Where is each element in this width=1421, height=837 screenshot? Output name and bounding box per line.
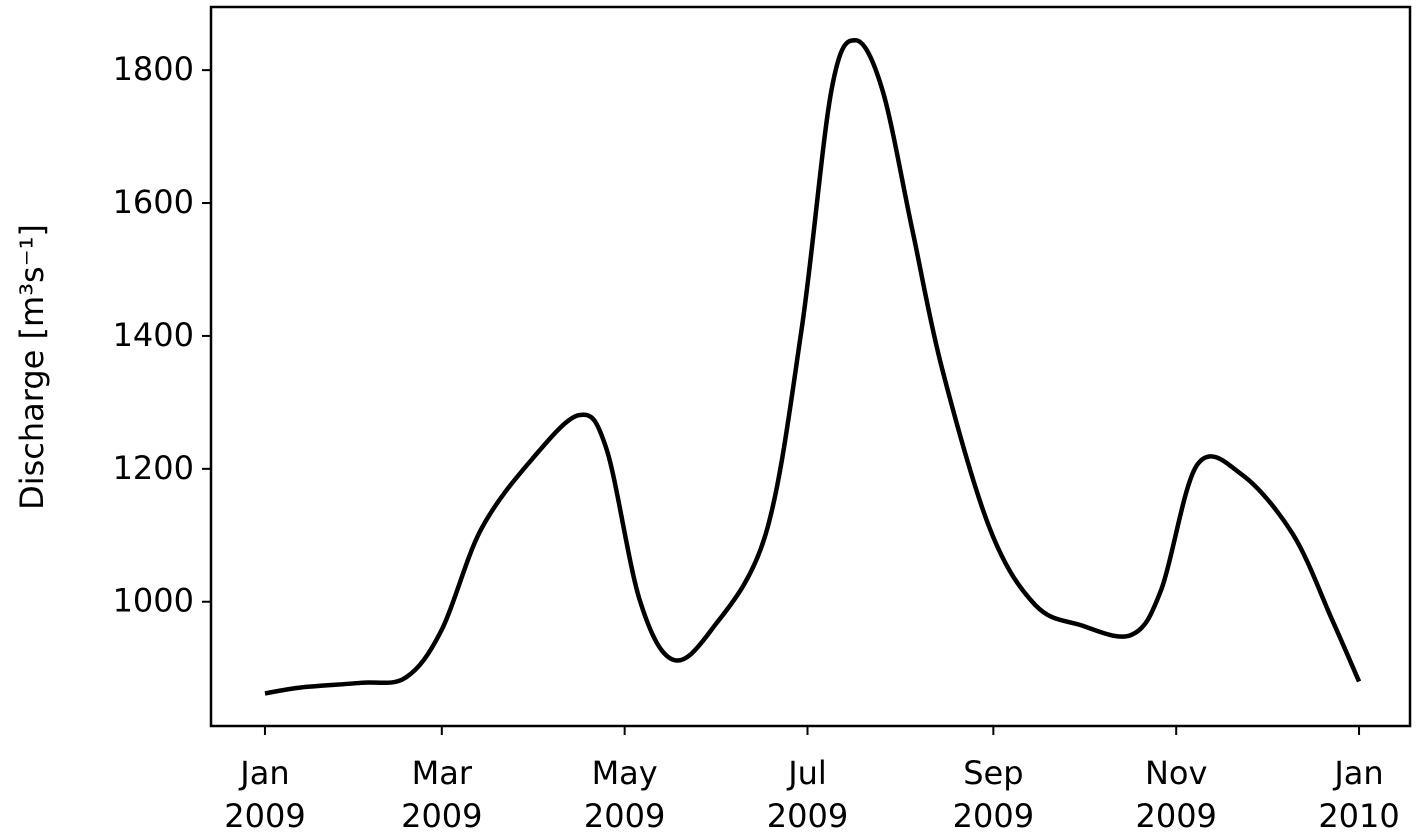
line xyxy=(264,37,1362,696)
y-tick-label: 1200 xyxy=(113,449,194,487)
y-axis-label: Discharge [m³s⁻¹] xyxy=(13,224,51,510)
x-tick-label: Jan 2009 xyxy=(224,754,306,835)
y-tick-label: 1000 xyxy=(113,582,194,620)
x-tick-label: Nov 2009 xyxy=(1135,754,1217,835)
y-tick-label: 1800 xyxy=(113,50,194,88)
x-tick-label: Jan 2010 xyxy=(1318,754,1400,835)
x-tick-label: Mar 2009 xyxy=(401,754,483,835)
plot-frame xyxy=(209,5,1412,728)
x-tick-label: Jul 2009 xyxy=(766,754,849,835)
x-tick-label: Sep 2009 xyxy=(952,754,1035,835)
x-tick-label: May 2009 xyxy=(583,754,666,835)
y-tick-label: 1600 xyxy=(113,183,194,221)
y-tick-label: 1400 xyxy=(113,316,194,354)
